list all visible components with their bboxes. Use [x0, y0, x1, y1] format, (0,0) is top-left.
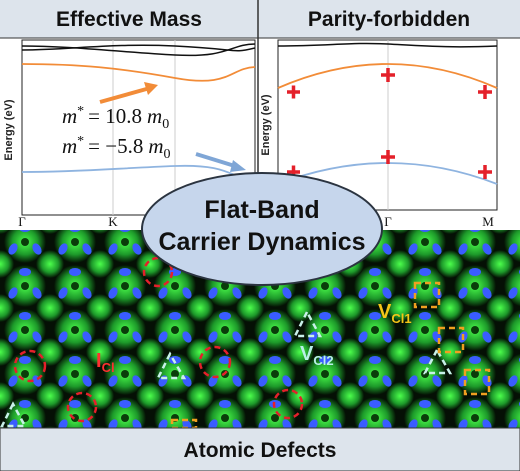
arrowhead — [144, 82, 158, 95]
footer-bar — [0, 427, 520, 471]
band — [21, 44, 256, 52]
defect-label: ICl — [96, 350, 115, 375]
effective-mass: m* = −5.8 m0 — [62, 134, 171, 162]
header-bar — [0, 0, 520, 38]
x-tick-label: Γ — [384, 214, 392, 229]
x-tick-label: M — [482, 214, 494, 229]
y-axis-label: Energy (eV) — [3, 99, 15, 160]
band — [277, 63, 498, 89]
band — [21, 43, 256, 57]
vacancy-markers — [170, 281, 491, 430]
center-label: Carrier Dynamics — [158, 228, 365, 256]
footer-title: Atomic Defects — [184, 439, 337, 462]
arrow — [99, 86, 151, 104]
effective-mass: m* = 10.8 m0 — [62, 104, 169, 132]
band — [21, 63, 256, 82]
band — [277, 42, 498, 48]
panel-title: Parity-forbidden — [308, 8, 470, 31]
y-axis-label: Energy (eV) — [260, 94, 272, 155]
arrow — [195, 152, 239, 169]
x-tick-label: K — [108, 214, 118, 229]
center-label: Flat-Band — [204, 196, 319, 224]
defect-label: VCl1 — [378, 301, 412, 326]
plot-frame — [21, 39, 256, 216]
center-badge — [141, 172, 383, 286]
arrowhead — [230, 160, 246, 172]
x-tick-label: Γ — [18, 214, 26, 229]
vacancy-markers — [0, 309, 453, 428]
defect-label: VCl2 — [300, 343, 334, 368]
panel-title: Effective Mass — [56, 8, 202, 31]
forbidden-markers — [287, 68, 492, 179]
interstitial-markers — [13, 256, 304, 423]
